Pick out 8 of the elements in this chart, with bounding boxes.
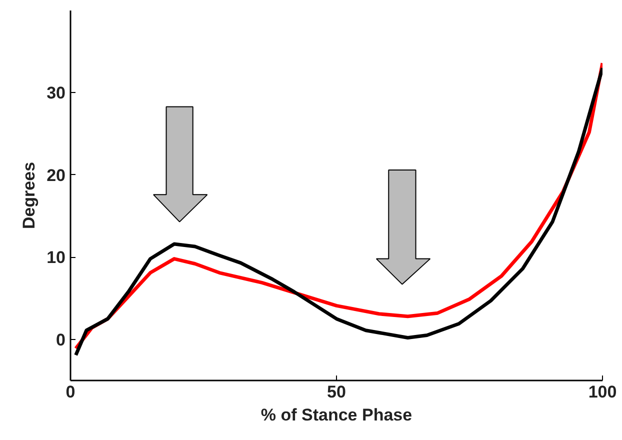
y-tick-label: 30 (46, 84, 66, 103)
y-axis-title: Degrees (20, 162, 39, 230)
x-axis-title: % of Stance Phase (260, 406, 412, 424)
y-tick-label: 10 (46, 248, 66, 268)
x-tick-label: 100 (588, 382, 617, 402)
y-tick-label: 0 (56, 330, 66, 350)
y-tick-label: 20 (46, 166, 66, 185)
x-tick-label: 50 (327, 382, 346, 402)
